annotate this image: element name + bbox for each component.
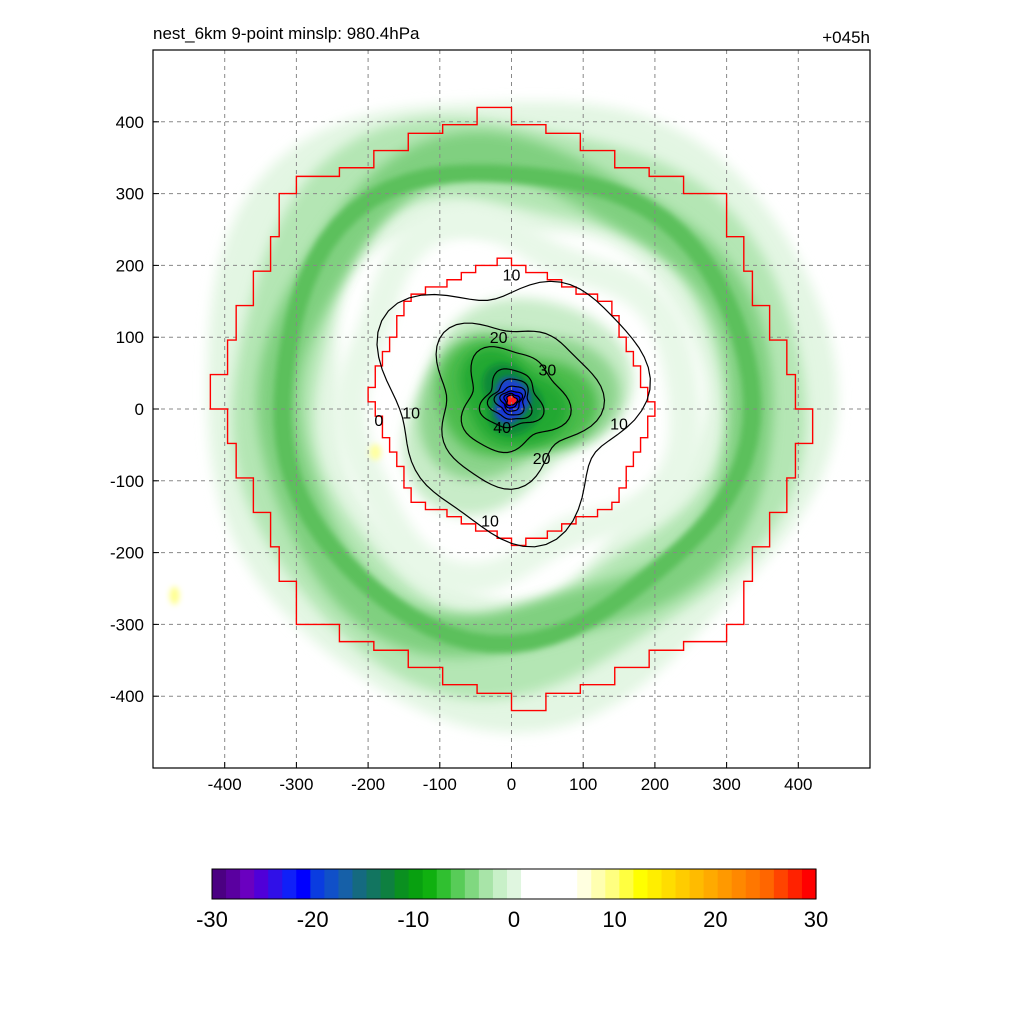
- contour-line: [506, 394, 519, 406]
- colorbar-swatch: [759, 869, 775, 899]
- colorbar-swatch: [352, 869, 368, 899]
- colorbar-swatch: [675, 869, 691, 899]
- contour-label: 0: [374, 413, 383, 430]
- x-tick-label: -100: [423, 775, 457, 794]
- y-tick-label: -300: [110, 615, 144, 634]
- colorbar-swatch: [535, 869, 550, 899]
- contour-line: [460, 346, 572, 454]
- colorbar-swatch: [268, 869, 283, 899]
- colorbar-swatch: [478, 869, 494, 899]
- y-tick-label: 400: [116, 113, 144, 132]
- contour-line: [478, 368, 545, 429]
- colorbar-swatch: [422, 869, 438, 899]
- y-tick-label: 300: [116, 185, 144, 204]
- colorbar-swatch: [436, 869, 452, 899]
- plot-area: 10 10 10 10 0 20 20 30 40: [153, 50, 870, 768]
- x-tick-label: 0: [507, 775, 516, 794]
- colorbar-swatch: [605, 869, 620, 899]
- contour-line: [376, 280, 651, 548]
- colorbar-swatch: [591, 869, 606, 899]
- colorbar-swatch: [226, 869, 241, 899]
- colorbar-swatch: [773, 869, 789, 899]
- contour-line: [493, 385, 527, 416]
- colorbar-swatch: [282, 869, 297, 899]
- colorbar-tick-label: 30: [804, 907, 828, 932]
- colorbar-tick-label: -10: [397, 907, 429, 932]
- colorbar-swatch: [689, 869, 705, 899]
- colorbar-swatch: [703, 869, 719, 899]
- y-tick-label: 200: [116, 256, 144, 275]
- colorbar-swatch: [745, 869, 761, 899]
- chart-time-label: +045h: [822, 28, 870, 47]
- x-tick-label: -400: [208, 775, 242, 794]
- colorbar-swatch: [310, 869, 325, 899]
- colorbar-swatch: [619, 869, 634, 899]
- contour-label: 20: [533, 451, 551, 468]
- colorbar-swatch: [633, 869, 649, 899]
- colorbar-swatch: [801, 869, 817, 899]
- colorbar-swatch: [324, 869, 340, 899]
- contour-layer: 10 10 10 10 0 20 20 30 40: [374, 268, 651, 548]
- x-axis: -400 -300 -200 -100 0 100 200 300 400: [208, 762, 812, 794]
- colorbar-swatch: [647, 869, 663, 899]
- contour-line: [499, 390, 524, 412]
- contour-label: 20: [490, 330, 508, 347]
- colorbar-swatch: [380, 869, 396, 899]
- shading-layer: [169, 101, 839, 733]
- x-tick-label: -200: [351, 775, 385, 794]
- colorbar-swatch: [661, 869, 677, 899]
- colorbar-swatch: [394, 869, 410, 899]
- colorbar-tick-label: 0: [508, 907, 520, 932]
- colorbar-tick-label: 20: [703, 907, 727, 932]
- contour-label: 10: [610, 416, 628, 433]
- colorbar-swatch: [254, 869, 269, 899]
- colorbar-swatch: [787, 869, 803, 899]
- shade-yellow-patch: [369, 444, 382, 461]
- colorbar-swatch: [731, 869, 747, 899]
- colorbar-swatch: [492, 869, 508, 899]
- colorbar-tick-label: -20: [297, 907, 329, 932]
- y-tick-label: -100: [110, 472, 144, 491]
- colorbar-tick-label: 10: [602, 907, 626, 932]
- colorbar-swatch: [240, 869, 255, 899]
- contour-label: 40: [493, 420, 511, 437]
- colorbar-swatch: [464, 869, 480, 899]
- colorbar-swatch: [577, 869, 592, 899]
- colorbar-swatch: [338, 869, 354, 899]
- y-tick-label: 100: [116, 328, 144, 347]
- colorbar-swatch: [212, 869, 227, 899]
- contour-label: 10: [481, 513, 499, 530]
- y-axis: 400 300 200 100 0 -100 -200 -300 -400: [110, 113, 159, 706]
- contour-line: [435, 322, 606, 490]
- contour-label: 10: [503, 268, 521, 285]
- colorbar-swatch: [408, 869, 424, 899]
- colorbar-frame: [211, 868, 817, 900]
- x-tick-label: 200: [641, 775, 669, 794]
- colorbar-swatch: [296, 869, 311, 899]
- x-tick-label: 100: [569, 775, 597, 794]
- colorbar-swatch: [450, 869, 466, 899]
- colorbar-swatch: [717, 869, 733, 899]
- shade-yellow-patch: [169, 586, 180, 605]
- colorbar: -30 -20 -10 0 10 20 30: [196, 868, 828, 932]
- colorbar-tick-label: -30: [196, 907, 228, 932]
- colorbar-swatch: [563, 869, 578, 899]
- colorbar-swatch: [366, 869, 382, 899]
- contour-line: [486, 378, 533, 420]
- colorbar-swatch: [506, 869, 522, 899]
- x-tick-label: 400: [784, 775, 812, 794]
- y-tick-label: 0: [135, 400, 144, 419]
- x-tick-label: 300: [712, 775, 740, 794]
- chart-title: nest_6km 9-point minslp: 980.4hPa: [153, 24, 420, 43]
- contour-label: 30: [538, 363, 556, 380]
- red-box-outline: [209, 106, 814, 712]
- colorbar-swatch: [549, 869, 564, 899]
- colorbar-swatch: [521, 869, 536, 899]
- y-tick-label: -400: [110, 687, 144, 706]
- y-tick-label: -200: [110, 544, 144, 563]
- contour-line: [503, 392, 521, 409]
- contour-label: 10: [402, 406, 420, 423]
- x-tick-label: -300: [279, 775, 313, 794]
